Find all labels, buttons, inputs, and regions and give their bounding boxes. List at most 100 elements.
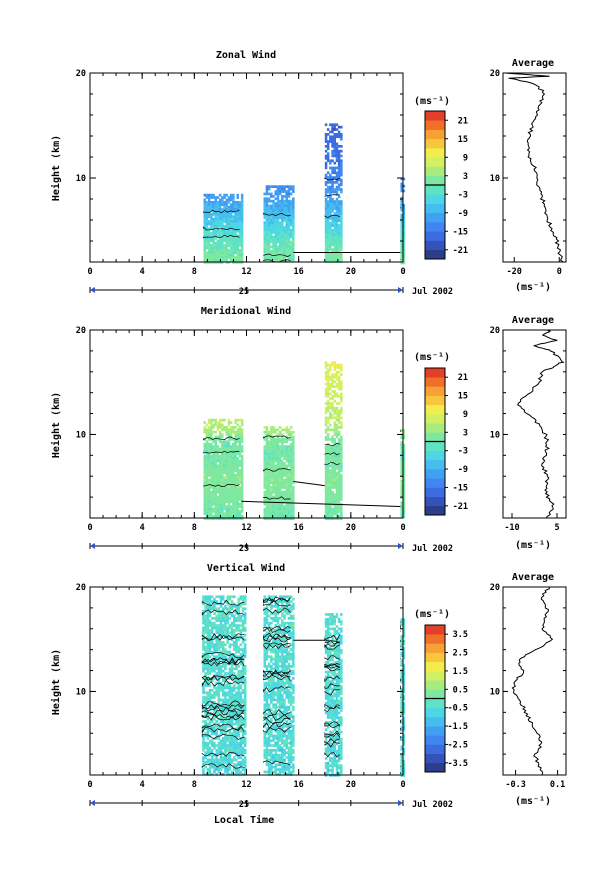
heatmap-cell <box>212 249 215 252</box>
heatmap-cell <box>239 648 243 651</box>
heatmap-cell <box>292 440 295 444</box>
heatmap-cell <box>226 691 229 695</box>
heatmap-cell <box>238 251 242 255</box>
heatmap-cell <box>278 729 282 733</box>
heatmap-cell <box>287 490 291 494</box>
heatmap-cell <box>285 500 288 504</box>
heatmap-cell <box>274 510 277 513</box>
heatmap-cell <box>238 232 242 235</box>
heatmap-cell <box>222 705 225 709</box>
heatmap-cell <box>206 621 210 625</box>
heatmap-cell <box>219 765 223 769</box>
heatmap-cell <box>215 737 218 740</box>
heatmap-cell <box>278 199 282 203</box>
heatmap-cell <box>244 722 247 726</box>
heatmap-cell <box>270 466 273 470</box>
heatmap-cell <box>234 447 237 451</box>
colorbar-swatch <box>425 386 445 396</box>
heatmap-cell <box>202 763 205 767</box>
heatmap-cell <box>225 222 228 226</box>
heatmap-cell <box>212 498 215 501</box>
contour-line <box>201 705 245 712</box>
heatmap-cell <box>218 220 222 223</box>
heatmap-cell <box>226 737 229 740</box>
heatmap-cell <box>281 195 284 198</box>
heatmap-cell <box>226 636 229 639</box>
heatmap-cell <box>326 128 330 131</box>
heatmap-cell <box>335 181 339 184</box>
heatmap-cell <box>326 209 330 213</box>
heatmap-cell <box>235 753 238 757</box>
heatmap-cell <box>234 493 237 496</box>
heatmap-cell <box>402 235 406 238</box>
heatmap-cell <box>232 466 235 470</box>
heatmap-cell <box>236 251 239 255</box>
heatmap-cell <box>283 219 286 222</box>
heatmap-cell <box>237 770 240 774</box>
heatmap-cell <box>329 385 332 388</box>
heatmap-cell <box>267 631 271 635</box>
heatmap-cell <box>212 430 215 434</box>
heatmap-cell <box>212 469 215 472</box>
heatmap-cell <box>278 245 282 249</box>
heatmap-cell <box>230 708 234 711</box>
heatmap-cell <box>274 209 277 213</box>
heatmap-cell <box>215 749 218 752</box>
heatmap-cell <box>241 758 245 762</box>
heatmap-cell <box>335 188 339 191</box>
heatmap-cell <box>230 698 234 702</box>
heatmap-cell <box>333 507 336 511</box>
heatmap-cell <box>270 214 273 217</box>
heatmap-cell <box>226 621 229 625</box>
heatmap-cell <box>225 464 228 468</box>
heatmap-cell <box>274 440 277 444</box>
heatmap-cell <box>400 182 403 186</box>
heatmap-cell <box>324 462 328 465</box>
heatmap-cell <box>283 250 286 253</box>
heatmap-cell <box>265 657 269 661</box>
heatmap-cell <box>333 375 336 379</box>
heatmap-cell <box>402 460 406 464</box>
heatmap-cell <box>229 205 233 209</box>
heatmap-cell <box>263 478 266 482</box>
heatmap-cell <box>238 452 242 456</box>
heatmap-cell <box>226 761 229 764</box>
heatmap-cell <box>329 450 332 453</box>
heatmap-cell <box>237 751 240 755</box>
heatmap-cell <box>218 500 222 504</box>
heatmap-cell <box>274 768 277 771</box>
heatmap-cell <box>270 454 273 458</box>
heatmap-cell <box>331 471 334 475</box>
heatmap-cell <box>216 471 220 475</box>
heatmap-cell <box>278 679 282 683</box>
heatmap-cell <box>333 123 336 127</box>
heatmap-cell <box>326 145 330 148</box>
average-x-tick-label: 0 <box>557 267 562 277</box>
heatmap-cell <box>289 459 293 463</box>
heatmap-cell <box>214 251 217 255</box>
heatmap-cell <box>213 744 216 747</box>
heatmap-cell <box>331 185 334 189</box>
heatmap-cell <box>230 612 234 615</box>
heatmap-cell <box>400 470 403 473</box>
heatmap-cell <box>240 241 244 245</box>
heatmap-cell <box>276 741 280 745</box>
heatmap-cell <box>267 259 271 263</box>
heatmap-cell <box>337 152 341 155</box>
heatmap-cell <box>329 469 332 472</box>
heatmap-cell <box>237 741 240 745</box>
heatmap-cell <box>232 471 235 475</box>
heatmap-cell <box>324 123 328 127</box>
heatmap-cell <box>272 498 275 501</box>
heatmap-cell <box>216 239 220 243</box>
heatmap-cell <box>324 212 328 215</box>
heatmap-cell <box>221 220 224 223</box>
y-axis-label: Height (km) <box>50 135 62 201</box>
heatmap-cell <box>215 631 218 635</box>
heatmap-cell <box>281 221 284 225</box>
heatmap-cell <box>276 650 280 654</box>
heatmap-cell <box>331 450 334 453</box>
heatmap-cell <box>216 201 220 204</box>
heatmap-cell <box>210 459 213 463</box>
heatmap-cell <box>333 214 336 218</box>
